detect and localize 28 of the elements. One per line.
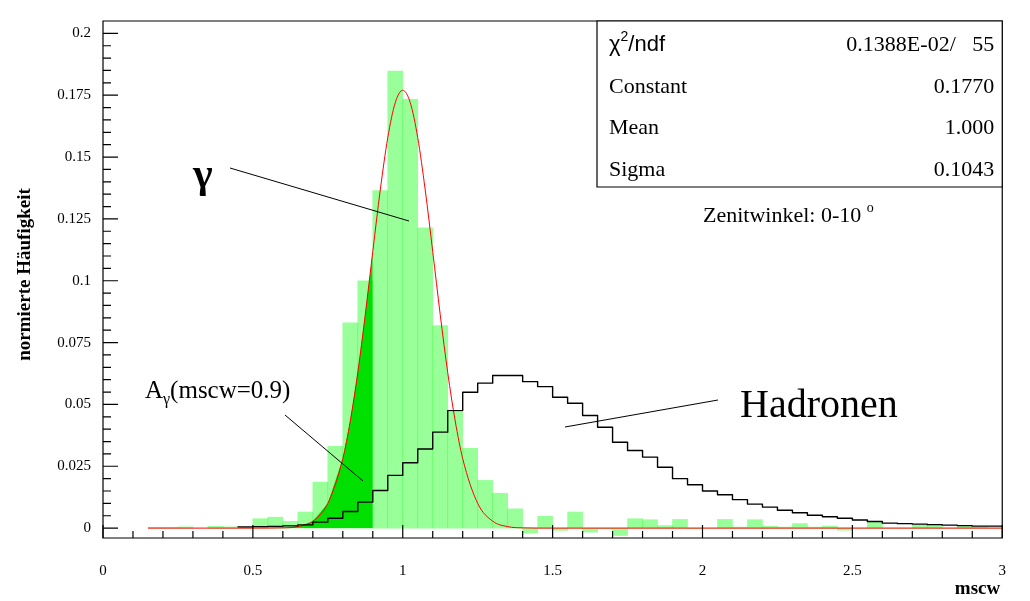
annotation: 0.1043 (933, 155, 995, 181)
x-tick-label: 2 (698, 561, 707, 578)
annotation: 1.000 (944, 114, 995, 139)
annotation: Constant (609, 72, 688, 98)
y-tick-label: 0.125 (57, 209, 91, 226)
annotation: Hadronen (740, 381, 898, 426)
x-axis-title: mscw (954, 577, 1001, 598)
y-tick-label: 0.075 (57, 333, 91, 350)
y-tick-label: 0.1 (72, 271, 91, 288)
x-tick-label: 0.5 (243, 561, 263, 578)
x-tick-label: 2.5 (843, 561, 862, 578)
annotation: Zenitwinkel: 0-10 o (703, 200, 874, 227)
annotation: Mean (609, 114, 660, 139)
x-tick-label: 3 (998, 561, 1006, 578)
y-axis-title: normierte Häufigkeit (13, 187, 34, 361)
y-tick-label: 0.15 (64, 147, 91, 164)
x-tick-label: 1 (399, 561, 407, 578)
y-tick-label: 0.2 (72, 24, 91, 41)
y-tick-label: 0.025 (57, 457, 91, 474)
x-tick-label: 1.5 (543, 561, 562, 578)
y-tick-label: 0.05 (64, 395, 91, 412)
y-tick-label: 0 (83, 519, 91, 536)
annotation: 0.1388E-02/ 55 (846, 31, 995, 56)
y-tick-label: 0.175 (57, 86, 91, 103)
annotation: 0.1770 (933, 72, 995, 98)
x-tick-label: 0 (99, 561, 107, 578)
annotation: Sigma (609, 155, 666, 181)
annotation: γ (192, 150, 213, 196)
